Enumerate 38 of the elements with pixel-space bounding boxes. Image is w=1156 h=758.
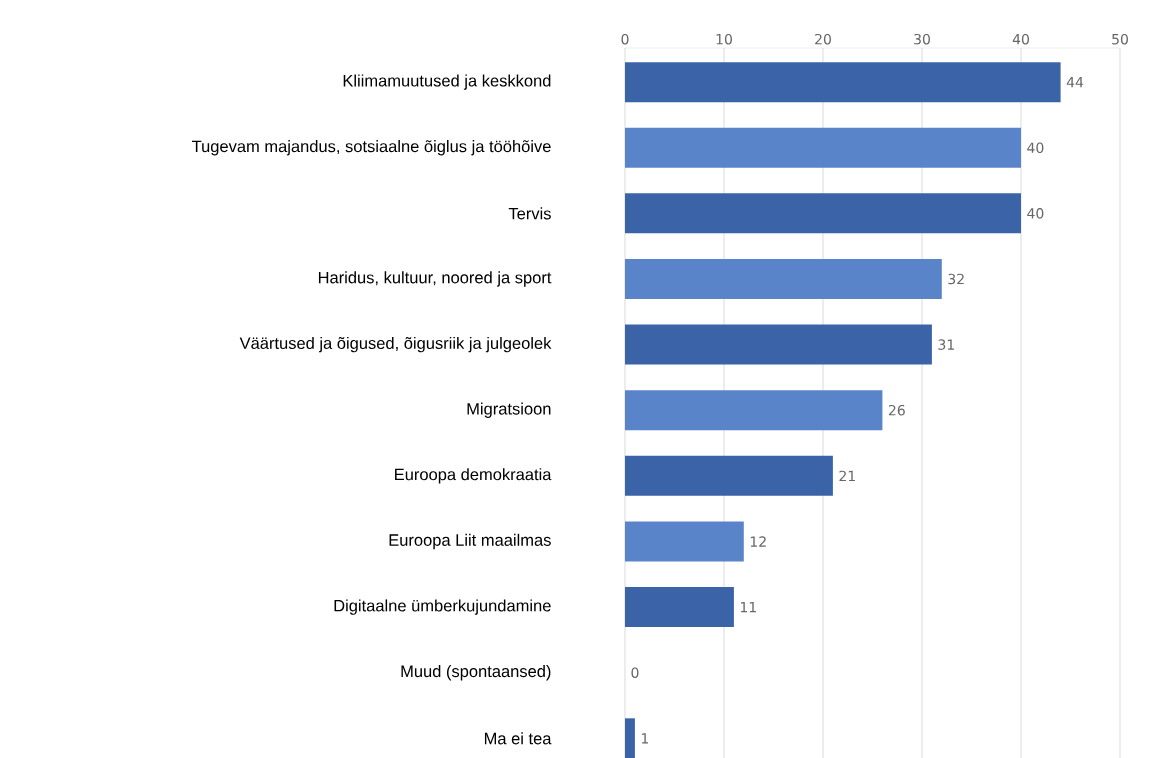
y-tick-label: Euroopa Liit maailmas xyxy=(389,533,551,550)
y-tick-label: Migratsioon xyxy=(467,402,551,418)
data-label: 11 xyxy=(740,601,756,613)
bar xyxy=(624,390,883,431)
bar xyxy=(624,521,744,562)
y-tick-label: Digitaalne ümberkujundamine xyxy=(334,599,551,615)
bar xyxy=(624,718,635,758)
data-label: 0 xyxy=(631,667,639,678)
bar xyxy=(624,455,833,496)
x-tick-label: 0 xyxy=(621,33,629,45)
data-label: 40 xyxy=(1027,142,1044,154)
data-label: 40 xyxy=(1027,208,1044,219)
bar xyxy=(624,62,1061,103)
y-tick-label: Haridus, kultuur, noored ja sport xyxy=(318,271,552,287)
y-tick-label: Väärtused ja õigused, õigusriik ja julgeolek xyxy=(239,336,552,353)
bar xyxy=(624,324,932,365)
data-label: 12 xyxy=(750,536,766,547)
x-tick-label: 40 xyxy=(1012,33,1029,45)
bar xyxy=(624,258,942,299)
y-tick-label: Kliimamuutused ja keskkond xyxy=(343,74,551,90)
data-label: 31 xyxy=(938,339,954,350)
x-tick-label: 50 xyxy=(1112,33,1128,45)
data-label: 26 xyxy=(888,404,905,416)
y-tick-label: Euroopa demokraatia xyxy=(395,468,552,484)
x-tick-label: 20 xyxy=(815,33,831,45)
y-tick-label: Ma ei tea xyxy=(484,732,552,745)
y-tick-label: Tervis xyxy=(508,207,551,220)
x-tick-label: 30 xyxy=(914,33,930,45)
x-tick-label: 10 xyxy=(716,33,732,45)
data-label: 1 xyxy=(641,733,649,744)
y-tick-label: Tugevam majandus, sotsiaalne õiglus ja tööhõive xyxy=(191,140,551,156)
y-tick-label: Muud (spontaansed) xyxy=(401,665,551,681)
data-label: 32 xyxy=(948,273,964,285)
bar xyxy=(624,193,1021,234)
bar xyxy=(624,127,1021,168)
bar xyxy=(624,587,734,628)
data-label: 44 xyxy=(1066,77,1084,88)
data-label: 21 xyxy=(839,470,855,482)
